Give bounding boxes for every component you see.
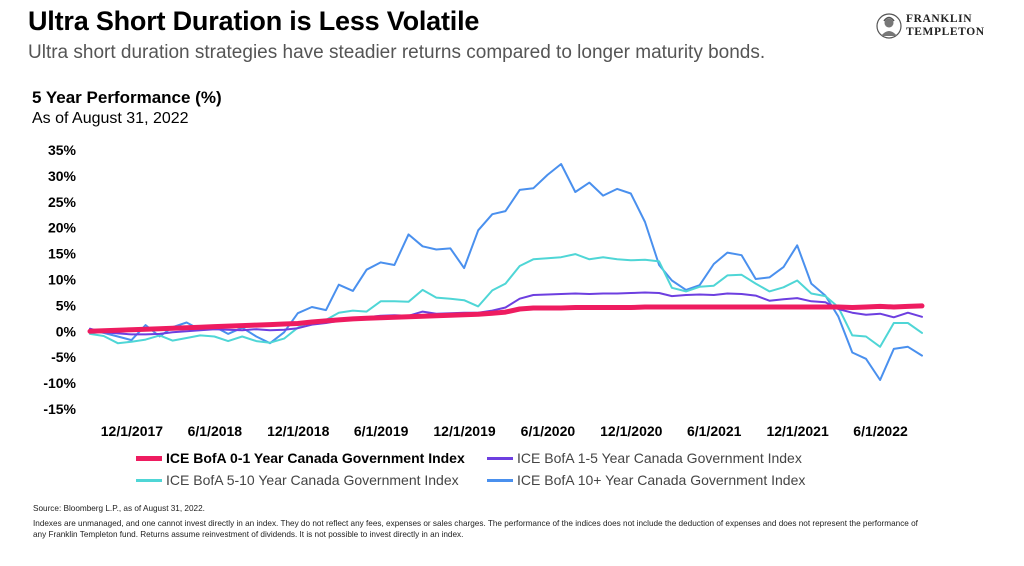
- line-chart: -15% -10% -5% 0% 5% 10% 15% 20% 25% 30% 35% 12/1/2…: [43, 142, 925, 439]
- x-tick-label: 12/1/2020: [600, 423, 662, 439]
- franklin-portrait-icon: [876, 13, 902, 39]
- y-tick-label: 15%: [48, 246, 77, 262]
- logo-line-2: TEMPLETON: [906, 26, 985, 38]
- legend-label-1-5-year: ICE BofA 1-5 Year Canada Government Inde…: [517, 450, 802, 466]
- legend-label-5-10-year: ICE BofA 5-10 Year Canada Government Ind…: [166, 472, 459, 488]
- y-tick-label: 25%: [48, 194, 77, 210]
- y-tick-label: 5%: [56, 297, 77, 313]
- x-tick-label: 6/1/2021: [687, 423, 742, 439]
- y-axis: -15% -10% -5% 0% 5% 10% 15% 20% 25% 30% 35%: [43, 142, 76, 417]
- legend-label-10-plus-year: ICE BofA 10+ Year Canada Government Inde…: [517, 472, 806, 488]
- x-tick-label: 6/1/2022: [853, 423, 908, 439]
- legend-swatch-0-1-year: [136, 455, 162, 461]
- legend-item-5-10-year: ICE BofA 5-10 Year Canada Government Ind…: [136, 472, 459, 488]
- legend-swatch-10-plus-year: [487, 478, 513, 482]
- y-tick-label: -5%: [51, 349, 76, 365]
- chart-subtitle: As of August 31, 2022: [32, 110, 189, 127]
- x-tick-label: 6/1/2019: [354, 423, 409, 439]
- legend-swatch-5-10-year: [136, 478, 162, 482]
- series-line-0-1-year: [87, 303, 925, 334]
- logo-line-1: FRANKLIN: [906, 13, 973, 25]
- legend-item-1-5-year: ICE BofA 1-5 Year Canada Government Inde…: [487, 450, 802, 466]
- franklin-templeton-logo: FRANKLIN TEMPLETON: [876, 12, 1006, 42]
- chart-title: 5 Year Performance (%): [32, 88, 222, 107]
- x-tick-label: 6/1/2020: [521, 423, 576, 439]
- y-tick-label: 30%: [48, 168, 77, 184]
- series-line-10-plus-year: [89, 163, 923, 381]
- x-tick-label: 12/1/2019: [433, 423, 495, 439]
- legend-item-0-1-year: ICE BofA 0-1 Year Canada Government Inde…: [136, 450, 465, 466]
- disclaimer-line-2: any Franklin Templeton fund. Returns ass…: [33, 530, 464, 539]
- chart-legend: ICE BofA 0-1 Year Canada Government Inde…: [0, 444, 1024, 494]
- x-tick-label: 12/1/2021: [766, 423, 828, 439]
- page-subtitle: Ultra short duration strategies have ste…: [28, 42, 766, 63]
- x-axis: 12/1/2017 6/1/2018 12/1/2018 6/1/2019 12/1/2…: [101, 423, 908, 439]
- disclaimer-line-1: Indexes are unmanaged, and one cannot in…: [33, 519, 918, 528]
- y-tick-label: 20%: [48, 220, 77, 236]
- legend-label-0-1-year: ICE BofA 0-1 Year Canada Government Inde…: [166, 450, 465, 466]
- y-tick-label: -15%: [43, 401, 76, 417]
- source-note: Source: Bloomberg L.P., as of August 31,…: [33, 504, 205, 513]
- series-lines: [87, 163, 925, 381]
- legend-swatch-1-5-year: [487, 456, 513, 460]
- y-tick-label: 35%: [48, 142, 77, 158]
- x-tick-label: 6/1/2018: [188, 423, 243, 439]
- series-line-5-10-year: [89, 253, 923, 348]
- y-tick-label: 10%: [48, 272, 77, 288]
- x-tick-label: 12/1/2017: [101, 423, 163, 439]
- y-tick-label: -10%: [43, 375, 76, 391]
- x-tick-label: 12/1/2018: [267, 423, 329, 439]
- page-title: Ultra Short Duration is Less Volatile: [28, 6, 480, 36]
- legend-item-10-plus-year: ICE BofA 10+ Year Canada Government Inde…: [487, 472, 805, 488]
- y-tick-label: 0%: [56, 323, 77, 339]
- series-line-1-5-year: [89, 291, 923, 336]
